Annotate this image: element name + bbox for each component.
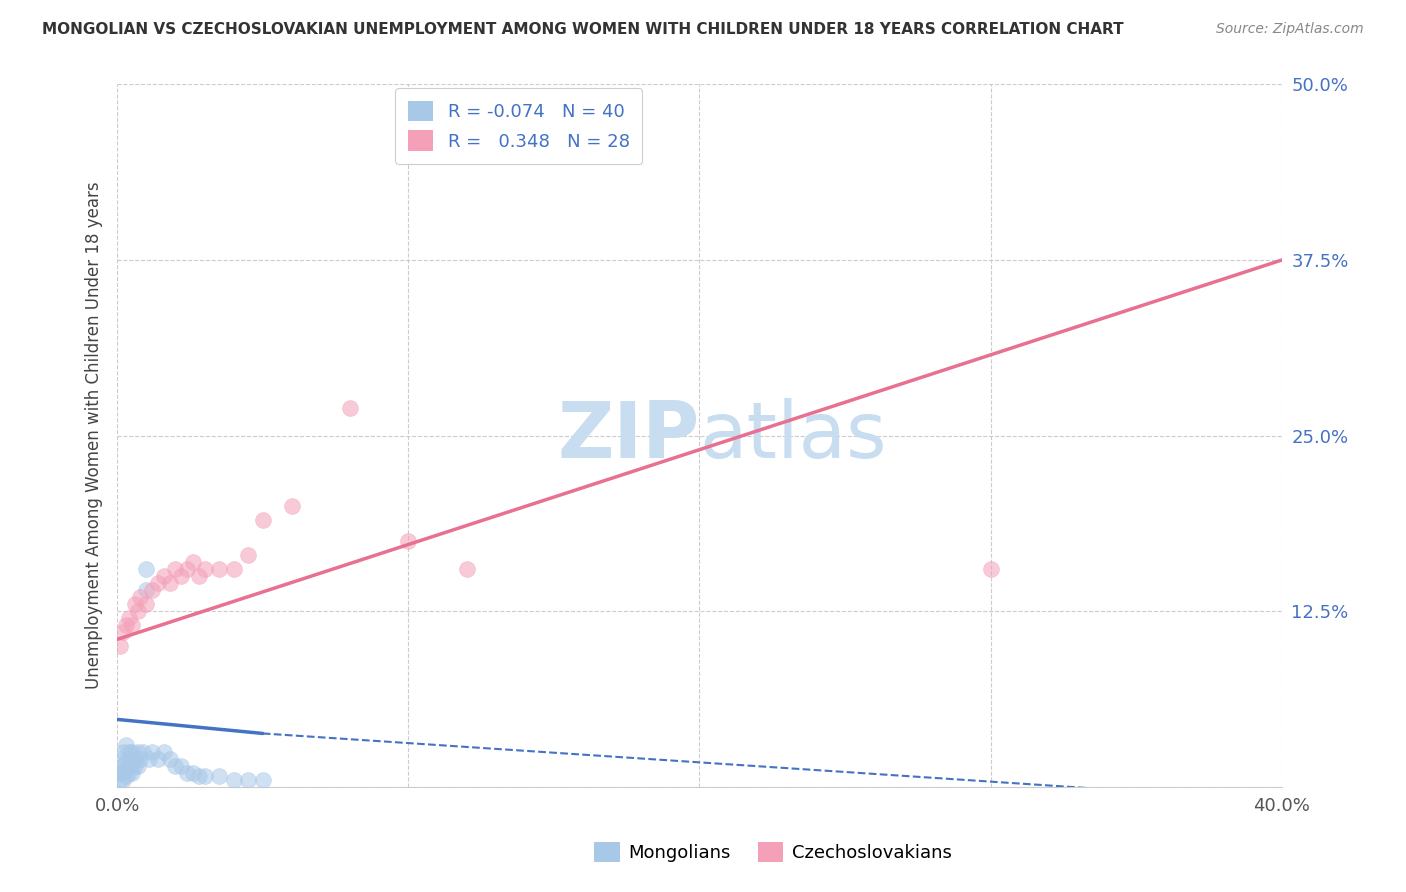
Point: [127, 745, 149, 759]
Point: [176, 562, 198, 576]
Point: [152, 569, 174, 583]
Text: atlas: atlas: [699, 398, 887, 474]
Point: [152, 745, 174, 759]
Point: [980, 562, 1002, 576]
Point: [121, 765, 143, 780]
Point: [118, 611, 141, 625]
Point: [222, 772, 245, 787]
Point: [111, 625, 134, 640]
Point: [176, 765, 198, 780]
Point: [108, 752, 131, 766]
Point: [193, 769, 215, 783]
Point: [111, 745, 134, 759]
Point: [111, 765, 134, 780]
Point: [252, 513, 274, 527]
Point: [135, 597, 157, 611]
Point: [146, 576, 169, 591]
Point: [165, 758, 187, 772]
Point: [281, 499, 304, 513]
Text: ZIP: ZIP: [557, 398, 699, 474]
Point: [108, 772, 131, 787]
Point: [159, 752, 181, 766]
Legend: Mongolians, Czechoslovakians: Mongolians, Czechoslovakians: [588, 834, 959, 870]
Point: [141, 745, 163, 759]
Point: [121, 758, 143, 772]
Point: [238, 548, 260, 562]
Point: [115, 763, 138, 777]
Point: [135, 583, 157, 598]
Point: [187, 569, 209, 583]
Point: [138, 752, 160, 766]
Point: [121, 745, 143, 759]
Point: [193, 562, 215, 576]
Point: [222, 562, 245, 576]
Point: [124, 758, 146, 772]
Point: [181, 765, 204, 780]
Point: [118, 765, 141, 780]
Point: [238, 772, 260, 787]
Point: [135, 562, 157, 576]
Point: [108, 765, 131, 780]
Legend: R = -0.074   N = 40, R =   0.348   N = 28: R = -0.074 N = 40, R = 0.348 N = 28: [395, 88, 643, 164]
Point: [124, 752, 146, 766]
Point: [115, 738, 138, 752]
Point: [121, 618, 143, 632]
Point: [208, 562, 231, 576]
Point: [111, 772, 134, 787]
Point: [118, 745, 141, 759]
Point: [115, 618, 138, 632]
Point: [124, 597, 146, 611]
Point: [252, 772, 274, 787]
Point: [118, 758, 141, 772]
Point: [159, 576, 181, 591]
Point: [181, 555, 204, 569]
Point: [127, 604, 149, 618]
Point: [111, 758, 134, 772]
Text: Source: ZipAtlas.com: Source: ZipAtlas.com: [1216, 22, 1364, 37]
Point: [108, 640, 131, 654]
Point: [396, 534, 419, 549]
Point: [129, 752, 152, 766]
Point: [170, 569, 193, 583]
Point: [132, 745, 155, 759]
Point: [115, 755, 138, 769]
Point: [339, 401, 361, 415]
Point: [165, 562, 187, 576]
Point: [170, 758, 193, 772]
Point: [141, 583, 163, 598]
Y-axis label: Unemployment Among Women with Children Under 18 years: Unemployment Among Women with Children U…: [86, 182, 103, 690]
Point: [127, 758, 149, 772]
Point: [129, 590, 152, 604]
Point: [115, 769, 138, 783]
Point: [146, 752, 169, 766]
Text: MONGOLIAN VS CZECHOSLOVAKIAN UNEMPLOYMENT AMONG WOMEN WITH CHILDREN UNDER 18 YEA: MONGOLIAN VS CZECHOSLOVAKIAN UNEMPLOYMEN…: [42, 22, 1123, 37]
Point: [208, 769, 231, 783]
Point: [456, 562, 478, 576]
Point: [187, 769, 209, 783]
